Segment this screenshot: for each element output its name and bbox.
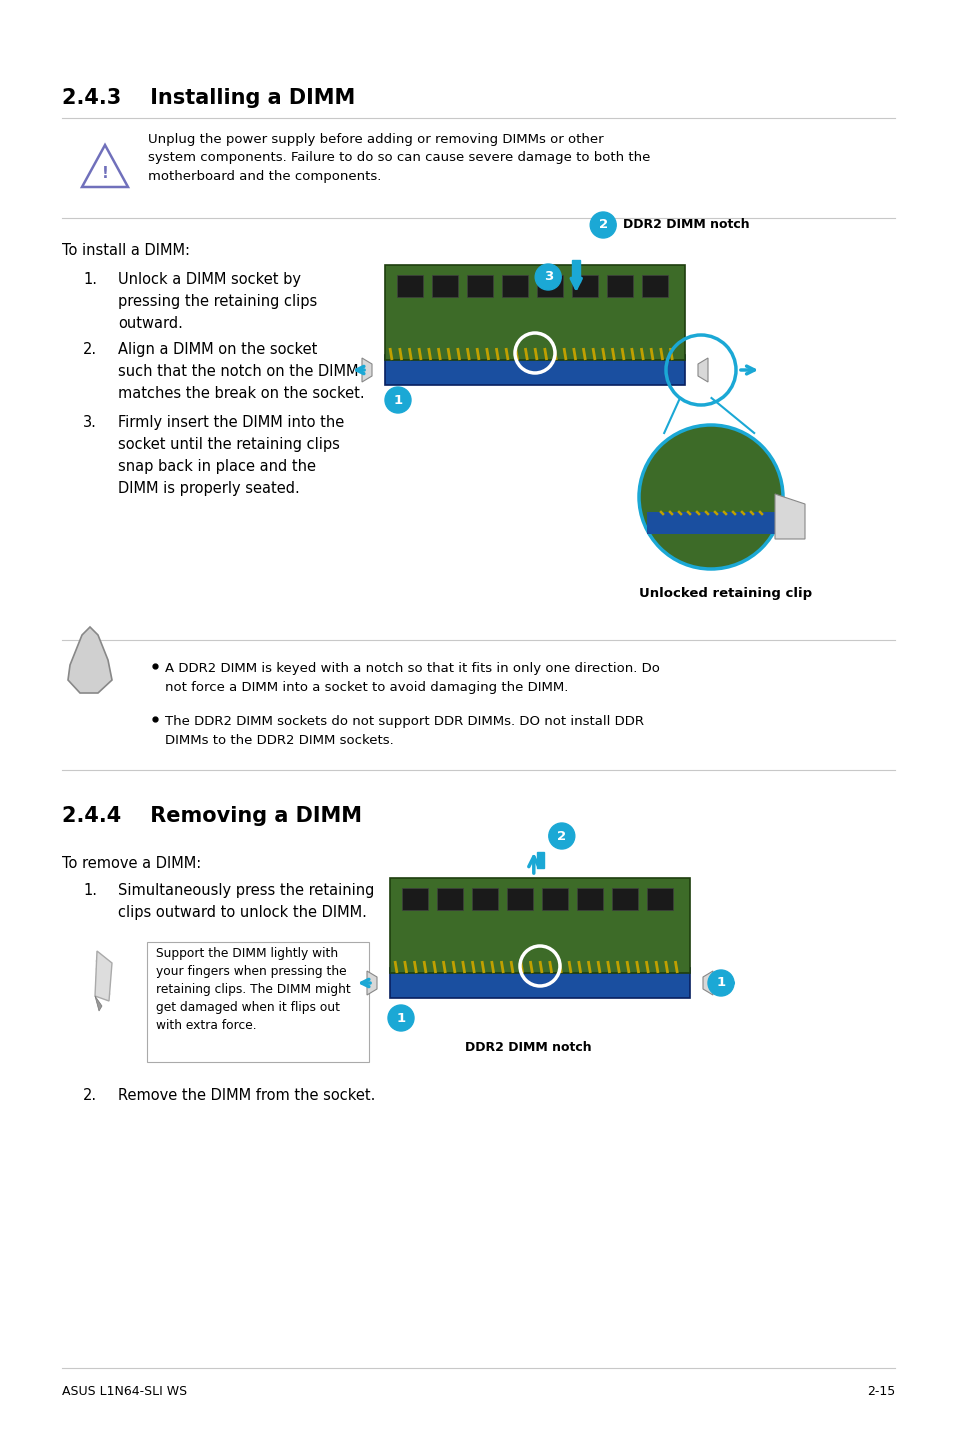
Text: The DDR2 DIMM sockets do not support DDR DIMMs. DO not install DDR
DIMMs to the : The DDR2 DIMM sockets do not support DDR… (165, 715, 643, 746)
Polygon shape (572, 275, 598, 298)
Polygon shape (641, 275, 667, 298)
Text: 2-15: 2-15 (866, 1385, 894, 1398)
Text: Simultaneously press the retaining
clips outward to unlock the DIMM.: Simultaneously press the retaining clips… (118, 883, 374, 920)
Polygon shape (501, 275, 527, 298)
Text: 2.4.4    Removing a DIMM: 2.4.4 Removing a DIMM (62, 807, 361, 825)
Polygon shape (396, 275, 422, 298)
Text: Unlock a DIMM socket by
pressing the retaining clips
outward.: Unlock a DIMM socket by pressing the ret… (118, 272, 317, 331)
Circle shape (639, 426, 782, 569)
Text: Align a DIMM on the socket
such that the notch on the DIMM
matches the break on : Align a DIMM on the socket such that the… (118, 342, 364, 401)
Text: DDR2 DIMM notch: DDR2 DIMM notch (464, 1041, 591, 1054)
Polygon shape (541, 889, 567, 910)
Polygon shape (385, 355, 684, 385)
Text: Support the DIMM lightly with
your fingers when pressing the
retaining clips. Th: Support the DIMM lightly with your finge… (156, 948, 351, 1032)
Polygon shape (95, 997, 102, 1011)
Polygon shape (646, 889, 672, 910)
Polygon shape (646, 512, 774, 533)
Circle shape (385, 387, 411, 413)
Text: 2.: 2. (83, 342, 97, 357)
FancyBboxPatch shape (572, 260, 579, 282)
Polygon shape (361, 358, 372, 383)
Polygon shape (367, 971, 376, 995)
Text: 3.: 3. (83, 416, 97, 430)
Polygon shape (432, 275, 457, 298)
Polygon shape (390, 879, 689, 974)
Text: 3: 3 (543, 270, 552, 283)
Text: 1.: 1. (83, 883, 97, 897)
Polygon shape (385, 265, 684, 360)
Text: DDR2 DIMM notch: DDR2 DIMM notch (622, 219, 749, 232)
Text: Unlocked retaining clip: Unlocked retaining clip (639, 587, 812, 600)
Text: Unplug the power supply before adding or removing DIMMs or other
system componen: Unplug the power supply before adding or… (148, 132, 650, 183)
Polygon shape (577, 889, 602, 910)
Text: 2.4.3    Installing a DIMM: 2.4.3 Installing a DIMM (62, 88, 355, 108)
Circle shape (590, 211, 616, 239)
Text: 2: 2 (598, 219, 607, 232)
Polygon shape (68, 627, 112, 693)
Circle shape (548, 823, 575, 848)
Text: Remove the DIMM from the socket.: Remove the DIMM from the socket. (118, 1089, 375, 1103)
Polygon shape (436, 889, 462, 910)
Polygon shape (702, 971, 712, 995)
Polygon shape (467, 275, 493, 298)
Polygon shape (95, 951, 112, 1001)
Text: 1: 1 (396, 1011, 405, 1024)
Text: To remove a DIMM:: To remove a DIMM: (62, 856, 201, 871)
Text: ASUS L1N64-SLI WS: ASUS L1N64-SLI WS (62, 1385, 187, 1398)
Polygon shape (612, 889, 638, 910)
Polygon shape (774, 495, 804, 539)
Polygon shape (537, 275, 562, 298)
Polygon shape (390, 968, 689, 998)
Circle shape (388, 1005, 414, 1031)
Text: 2: 2 (557, 830, 566, 843)
Polygon shape (506, 889, 533, 910)
Text: !: ! (101, 165, 109, 181)
Circle shape (535, 265, 560, 290)
Text: Firmly insert the DIMM into the
socket until the retaining clips
snap back in pl: Firmly insert the DIMM into the socket u… (118, 416, 344, 496)
Text: 1: 1 (393, 394, 402, 407)
Polygon shape (472, 889, 497, 910)
Text: 1.: 1. (83, 272, 97, 288)
Polygon shape (698, 358, 707, 383)
Polygon shape (606, 275, 633, 298)
Text: 2.: 2. (83, 1089, 97, 1103)
Text: 1: 1 (716, 976, 725, 989)
Circle shape (707, 971, 733, 997)
Text: To install a DIMM:: To install a DIMM: (62, 243, 190, 257)
FancyBboxPatch shape (537, 851, 543, 869)
Polygon shape (401, 889, 428, 910)
Text: A DDR2 DIMM is keyed with a notch so that it fits in only one direction. Do
not : A DDR2 DIMM is keyed with a notch so tha… (165, 661, 659, 693)
FancyBboxPatch shape (147, 942, 369, 1063)
